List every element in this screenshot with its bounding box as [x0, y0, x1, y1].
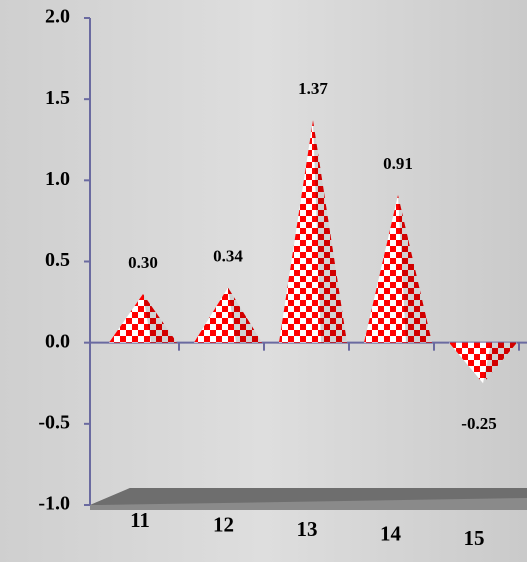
x-tick-label: 11: [130, 508, 150, 532]
value-label: 0.91: [383, 154, 413, 173]
pyramid: [449, 342, 517, 384]
floor-top: [90, 488, 527, 505]
value-label: 0.30: [128, 253, 158, 272]
value-label: -0.25: [461, 414, 496, 433]
pyramid-shade: [143, 293, 177, 343]
y-tick-label: -1.0: [38, 493, 70, 515]
pyramid-shade: [483, 342, 517, 384]
pyramid-face: [194, 287, 262, 343]
pyramid-face: [279, 120, 347, 343]
x-tick-label: 12: [213, 512, 234, 536]
y-tick-label: 0.5: [45, 249, 70, 271]
y-tick-label: 0.0: [45, 330, 70, 352]
value-label: 0.34: [213, 246, 243, 265]
pyramid-shade: [313, 120, 347, 343]
x-tick-label: 15: [464, 526, 485, 550]
pyramid-face: [449, 342, 517, 384]
pyramid: [364, 194, 432, 343]
pyramid: [194, 287, 262, 343]
pyramid: [109, 293, 177, 343]
pyramid-face: [364, 194, 432, 343]
pyramid-face: [109, 293, 177, 343]
y-tick-label: 1.5: [45, 87, 70, 109]
x-tick-label: 14: [380, 521, 402, 545]
pyramid-shade: [398, 194, 432, 343]
pyramid-shade: [228, 287, 262, 343]
y-tick-label: 2.0: [45, 6, 70, 28]
y-tick-label: -0.5: [38, 411, 70, 433]
y-tick-label: 1.0: [45, 168, 70, 190]
x-tick-label: 13: [297, 517, 318, 541]
value-label: 1.37: [298, 79, 328, 98]
pyramid: [279, 120, 347, 343]
